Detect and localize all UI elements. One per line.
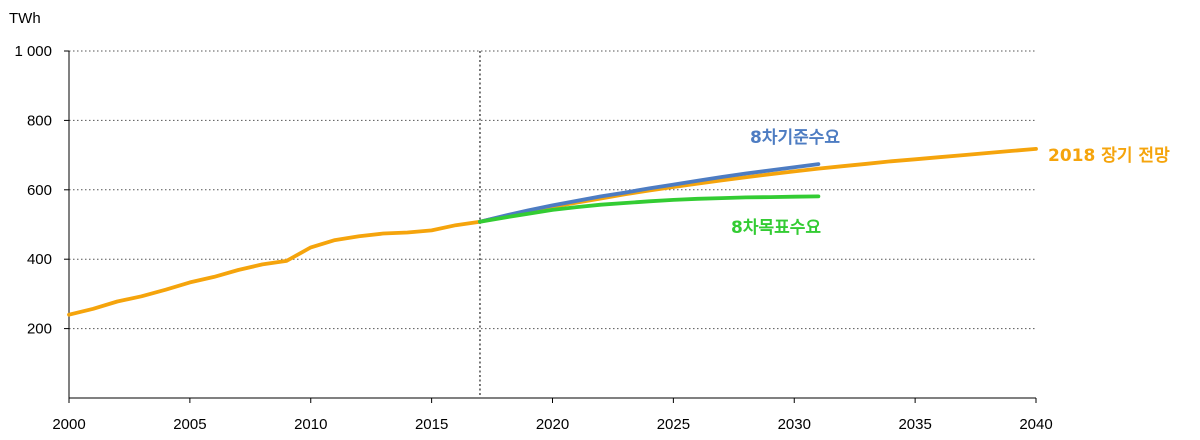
y-tick-label: 600 (27, 182, 52, 199)
x-tick-label: 2020 (536, 416, 569, 433)
series-line-2018-long-term-outlook (67, 146, 1038, 317)
y-tick-label: 800 (27, 112, 52, 129)
x-tick-label: 2025 (657, 416, 690, 433)
series-label-8th-target-demand: 8차목표수요 (731, 218, 821, 238)
series-lines (67, 146, 1038, 317)
x-tick-label: 2000 (52, 416, 85, 433)
x-tick-label: 2035 (898, 416, 931, 433)
y-axis-tick-labels: 200 400 600 800 1 000 (14, 43, 52, 338)
y-tick-label: 400 (27, 251, 52, 268)
series-line-8th-baseline-demand (478, 162, 821, 224)
x-axis-tick-labels: 2000 2005 2010 2015 2020 2025 2030 2035 2040 (52, 416, 1052, 433)
x-tick-label: 2030 (778, 416, 811, 433)
x-tick-label: 2010 (294, 416, 327, 433)
axes (64, 50, 1037, 403)
x-tick-label: 2005 (173, 416, 206, 433)
series-label-8th-baseline-demand: 8차기준수요 (750, 128, 840, 148)
y-tick-label: 200 (27, 321, 52, 338)
gridlines (69, 50, 1036, 330)
x-tick-label: 2015 (415, 416, 448, 433)
x-tick-label: 2040 (1019, 416, 1052, 433)
y-tick-label: 1 000 (14, 43, 52, 60)
series-label-2018-long-term-outlook: 2018 장기 전망 (1048, 146, 1170, 166)
y-axis-unit-label: TWh (9, 10, 41, 27)
series-line-8th-target-demand (478, 194, 821, 224)
